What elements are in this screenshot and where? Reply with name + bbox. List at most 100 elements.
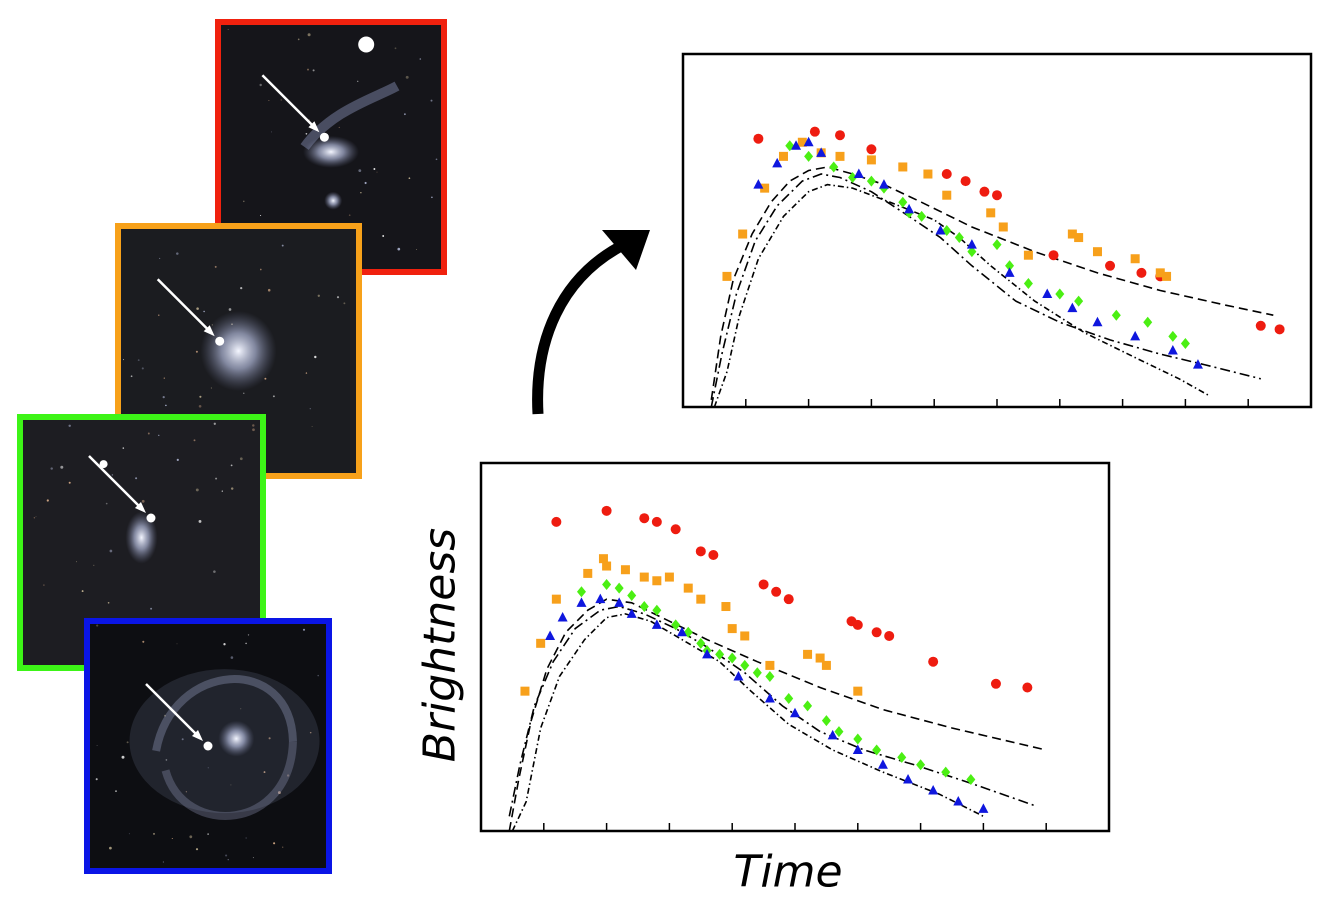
background-star <box>137 359 140 362</box>
blue-triangle-point <box>1167 345 1178 355</box>
background-star <box>162 395 165 399</box>
background-star <box>198 519 202 523</box>
background-star <box>259 268 262 271</box>
background-star <box>268 100 270 101</box>
blue-triangle-point <box>545 630 556 640</box>
blue-triangle-point <box>1192 359 1203 369</box>
background-star <box>141 499 145 503</box>
green-diamond-point <box>821 715 831 727</box>
background-star <box>164 714 166 717</box>
supernova-marker <box>203 741 213 751</box>
orange-square-point <box>602 561 612 571</box>
background-star <box>243 392 245 394</box>
green-diamond-point <box>1005 260 1015 272</box>
pointer-arrowhead <box>203 325 215 337</box>
orange-square-point <box>760 183 770 193</box>
orange-square-point <box>765 660 775 670</box>
orange-square-point <box>727 624 737 634</box>
background-star <box>153 832 155 835</box>
blue-triangle-point <box>816 147 827 157</box>
background-star <box>305 132 308 135</box>
background-star <box>364 181 367 185</box>
orange-square-point <box>1155 268 1165 278</box>
background-star <box>245 642 247 645</box>
orange-square-point <box>583 568 593 578</box>
background-star <box>311 426 313 427</box>
red-circle-point <box>783 594 794 605</box>
blue-triangle-point <box>1067 302 1078 313</box>
background-star <box>230 784 232 786</box>
spiral-arm <box>152 675 297 752</box>
red-circle-point <box>551 516 562 527</box>
orange-square-point <box>1092 247 1102 257</box>
green-diamond-point <box>966 773 976 785</box>
background-star <box>109 846 112 850</box>
background-star <box>158 434 160 436</box>
red-circle-point <box>1274 324 1285 335</box>
background-star <box>68 424 71 428</box>
background-star <box>309 408 311 410</box>
blue-triangle-point <box>877 759 888 769</box>
green-diamond-point <box>848 172 858 184</box>
background-star <box>128 833 130 835</box>
background-star <box>245 837 247 839</box>
blue-triangle-point <box>878 179 889 189</box>
background-star <box>35 516 37 518</box>
background-star <box>263 771 266 774</box>
green-diamond-point <box>866 175 876 187</box>
green-diamond-point <box>1143 316 1153 328</box>
blue-triangle-point <box>852 744 863 755</box>
red-circle-point <box>1255 320 1266 331</box>
background-star <box>227 859 229 861</box>
background-star <box>223 643 226 646</box>
orange-square-point <box>683 583 693 593</box>
background-star <box>307 33 311 37</box>
background-star <box>142 640 145 643</box>
background-star <box>122 359 125 361</box>
orange-square-point <box>866 155 876 165</box>
background-star <box>130 375 133 378</box>
green-diamond-point <box>614 582 624 594</box>
background-star <box>305 372 308 374</box>
background-star <box>272 395 275 398</box>
background-star <box>404 113 406 116</box>
orange-square-point <box>1162 271 1172 281</box>
background-star <box>281 244 284 247</box>
green-diamond-point <box>897 751 907 763</box>
blue-triangle-point <box>978 803 989 813</box>
background-star <box>115 790 117 792</box>
orange-square-point <box>1067 229 1077 239</box>
orange-square-point <box>898 162 908 172</box>
background-star <box>196 307 199 310</box>
background-star <box>430 99 433 102</box>
blue-triangle-point <box>626 608 637 618</box>
background-star <box>394 47 397 50</box>
orange-square-point <box>664 572 674 582</box>
green-diamond-point <box>696 637 706 649</box>
background-star <box>122 447 125 449</box>
orange-square-point <box>923 169 933 179</box>
background-star <box>408 177 411 180</box>
background-star <box>193 439 196 442</box>
background-star <box>225 854 228 857</box>
background-star <box>240 286 243 290</box>
galaxy-core <box>200 311 277 391</box>
orange-square-point <box>998 222 1008 232</box>
blue-triangle-point <box>1092 316 1103 327</box>
background-star <box>243 200 245 203</box>
background-star <box>213 570 216 573</box>
background-star <box>397 247 401 251</box>
background-star <box>312 69 315 72</box>
orange-square-point <box>797 137 807 147</box>
orange-square-point <box>722 271 732 281</box>
background-star <box>171 837 173 840</box>
green-diamond-point <box>872 744 882 756</box>
orange-square-point <box>696 594 706 604</box>
background-star <box>176 458 179 462</box>
model-curve-dashdot2 <box>511 613 984 831</box>
background-star <box>81 590 84 593</box>
green-diamond-point <box>784 693 794 705</box>
background-star <box>376 171 378 173</box>
red-circle-point <box>960 176 971 187</box>
background-star <box>307 68 309 71</box>
